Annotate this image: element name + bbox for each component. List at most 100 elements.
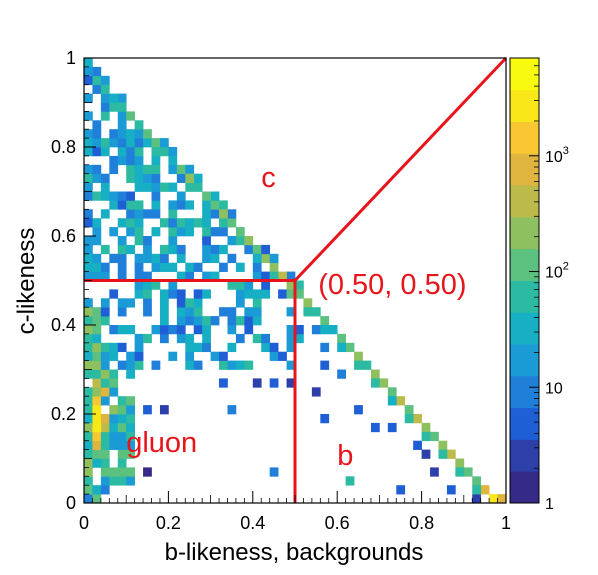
- heatmap-cell: [185, 218, 195, 228]
- heatmap-cell: [455, 458, 465, 468]
- heatmap-cell: [117, 253, 127, 264]
- heatmap-cell: [151, 182, 161, 192]
- heatmap-cell: [286, 378, 296, 388]
- heatmap-cell: [168, 262, 178, 272]
- heatmap-cell: [202, 227, 211, 237]
- heatmap-cell: [92, 147, 102, 157]
- heatmap-cell: [100, 316, 110, 326]
- heatmap-cell: [185, 173, 195, 183]
- colorbar-segment: [510, 344, 539, 377]
- heatmap-cell: [84, 218, 93, 228]
- heatmap-cell: [109, 138, 119, 148]
- heatmap-cell: [151, 262, 161, 272]
- y-axis: 0 0.2 0.4 0.6 0.8 1: [51, 48, 96, 513]
- heatmap-cell: [100, 84, 110, 94]
- heatmap-cell: [210, 351, 220, 361]
- colorbar-tick-label: 102: [545, 261, 569, 282]
- heatmap-cell: [117, 431, 127, 442]
- heatmap-cell: [303, 307, 313, 317]
- heatmap-cell: [219, 307, 228, 317]
- heatmap-cell: [92, 360, 102, 370]
- heatmap-cell: [159, 289, 169, 299]
- heatmap-cell: [84, 58, 93, 68]
- heatmap-cell: [143, 467, 152, 477]
- heatmap-cell: [134, 164, 144, 175]
- heatmap-cell: [92, 440, 102, 450]
- heatmap-cell: [176, 218, 186, 228]
- heatmap-cell: [100, 182, 110, 192]
- heatmap-cell: [337, 342, 346, 353]
- heatmap-cell: [202, 325, 211, 335]
- heatmap-cell: [84, 307, 93, 317]
- heatmap-cell: [84, 191, 93, 201]
- heatmap-cell: [210, 227, 220, 237]
- heatmap-cell: [269, 467, 279, 477]
- heatmap-cell: [109, 414, 119, 424]
- heatmap-cell: [168, 289, 178, 299]
- heatmap-cell: [84, 333, 93, 344]
- heatmap-cell: [269, 351, 279, 361]
- heatmap-cell: [134, 173, 144, 183]
- heatmap-cell: [261, 244, 271, 255]
- heatmap-cell: [100, 396, 110, 406]
- heatmap-cell: [92, 316, 102, 326]
- heatmap-cell: [202, 244, 211, 255]
- heatmap-cell: [84, 405, 93, 415]
- heatmap-cell: [159, 244, 169, 255]
- heatmap-cell: [235, 227, 245, 237]
- heatmap-cell: [134, 218, 144, 228]
- heatmap-cell: [151, 138, 161, 148]
- heatmap-cell: [117, 102, 127, 112]
- heatmap-cells: [84, 58, 506, 503]
- heatmap-cell: [227, 209, 237, 219]
- heatmap-cell: [235, 316, 245, 326]
- region-boundary-line: [293, 56, 508, 282]
- heatmap-cell: [176, 333, 186, 344]
- heatmap-cell: [126, 467, 135, 477]
- heatmap-cell: [84, 494, 93, 503]
- heatmap-cell: [202, 271, 211, 281]
- heatmap-cell: [100, 422, 110, 433]
- heatmap-cell: [210, 200, 220, 210]
- heatmap-cell: [387, 422, 397, 433]
- heatmap-cell: [320, 414, 330, 424]
- heatmap-cell: [328, 325, 338, 335]
- heatmap-cell: [100, 351, 110, 361]
- heatmap-cell: [286, 289, 296, 299]
- heatmap-cell: [252, 307, 262, 317]
- heatmap-cell: [219, 209, 228, 219]
- heatmap-cell: [193, 316, 203, 326]
- heatmap-cell: [320, 325, 330, 335]
- heatmap-cell: [176, 325, 186, 335]
- heatmap-cell: [219, 244, 228, 255]
- heatmap-cell: [269, 378, 279, 388]
- heatmap-cell: [134, 289, 144, 299]
- heatmap-cell: [168, 227, 178, 237]
- heatmap-cell: [100, 147, 110, 157]
- y-tick-label: 1: [66, 48, 76, 68]
- heatmap-cell: [100, 476, 110, 486]
- heatmap-cell: [252, 378, 262, 388]
- heatmap-cell: [261, 280, 271, 290]
- heatmap-cell: [252, 289, 262, 299]
- heatmap-cell: [84, 129, 93, 139]
- heatmap-cell: [159, 307, 169, 317]
- heatmap-cell: [143, 289, 152, 299]
- heatmap-cell: [117, 191, 127, 201]
- heatmap-cell: [84, 467, 93, 477]
- heatmap-cell: [126, 227, 135, 237]
- colorbar-segment: [510, 439, 539, 472]
- heatmap-cell: [84, 66, 93, 77]
- heatmap-cell: [143, 209, 152, 219]
- heatmap-cell: [210, 316, 220, 326]
- heatmap-cell: [134, 253, 144, 264]
- heatmap-cell: [227, 360, 237, 370]
- heatmap-cell: [252, 253, 262, 264]
- heatmap-cell: [84, 244, 93, 255]
- heatmap-cell: [134, 155, 144, 166]
- heatmap-cell: [252, 316, 262, 326]
- heatmap-cell: [100, 244, 110, 255]
- heatmap-cell: [286, 325, 296, 335]
- heatmap-cell: [134, 120, 144, 130]
- heatmap-cell: [159, 405, 169, 415]
